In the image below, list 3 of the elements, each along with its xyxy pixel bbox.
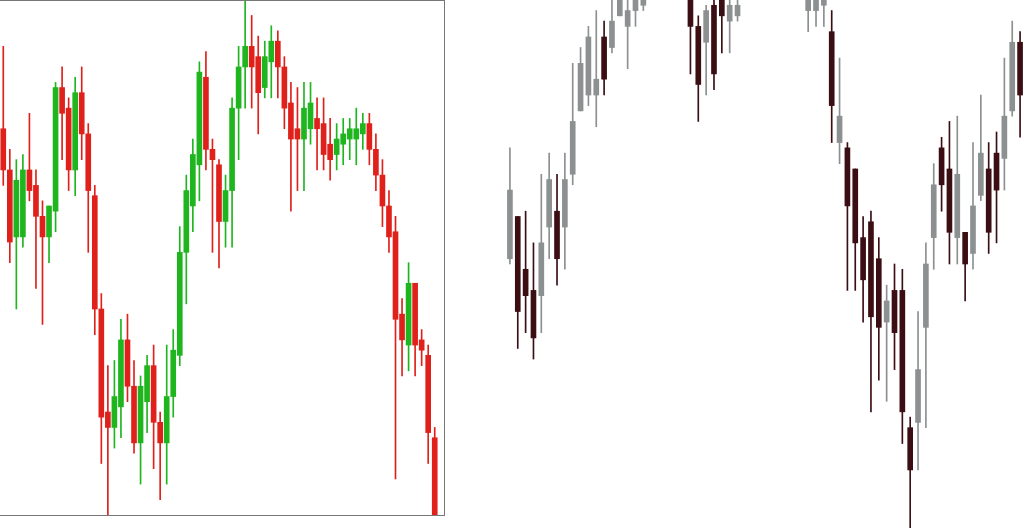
candlestick [242, 0, 248, 109]
candlestick [593, 10, 600, 128]
candlestick [821, 0, 827, 27]
